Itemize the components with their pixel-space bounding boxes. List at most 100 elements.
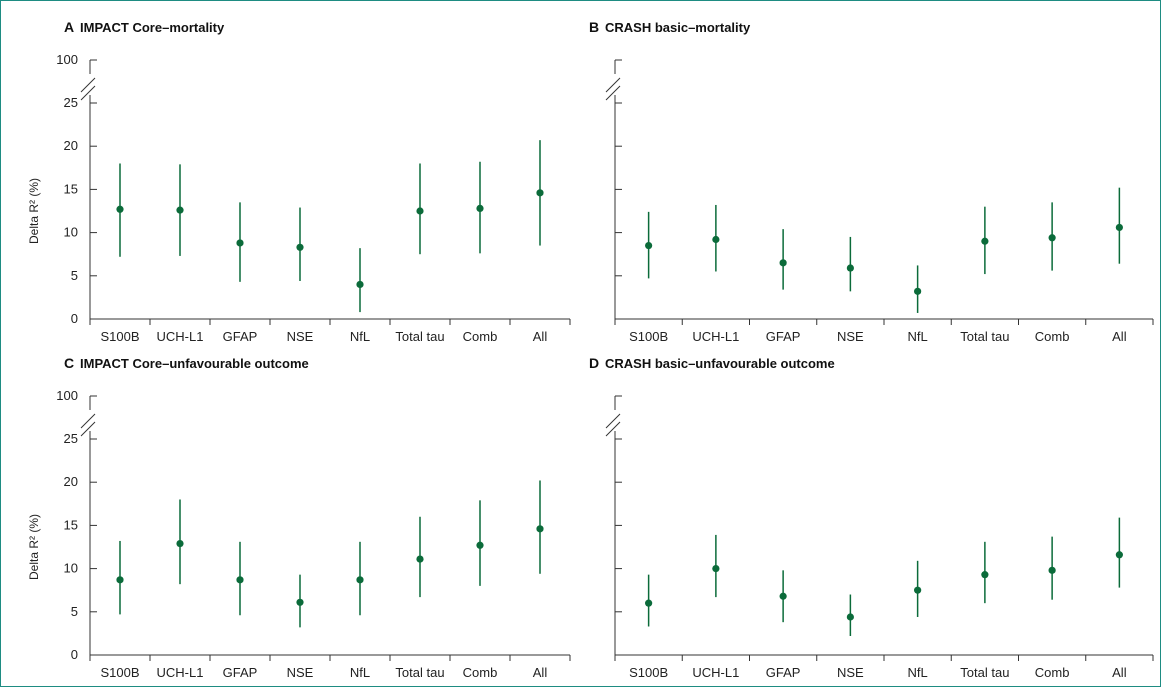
data-point — [356, 280, 364, 289]
data-point — [296, 243, 304, 251]
x-tick-label: UCH-L1 — [692, 329, 739, 344]
x-tick-label: UCH-L1 — [157, 329, 204, 344]
data-point — [416, 555, 424, 563]
y-tick-label: 20 — [64, 138, 78, 153]
axis-break-mark — [605, 77, 621, 93]
data-point — [981, 571, 989, 579]
data-point — [846, 264, 854, 272]
x-tick-label: All — [533, 665, 548, 680]
data-point — [846, 613, 854, 621]
data-point — [236, 239, 244, 247]
x-tick-label: Total tau — [960, 329, 1009, 344]
x-tick-label: NfL — [908, 329, 928, 344]
axis-break-mark — [80, 421, 96, 437]
panel-title: IMPACT Core–unfavourable outcome — [80, 356, 309, 371]
panel-c: C IMPACT Core–unfavourable outcome 0 5 10 15 2… — [27, 355, 571, 680]
y-axis-label: Delta R² (%) — [27, 178, 41, 244]
x-tick-label: NSE — [837, 665, 864, 680]
panel-b: B CRASH basic–mortality S100B UCH-L1 GFAP NSE… — [589, 19, 1154, 344]
panel-letter: D — [589, 355, 599, 371]
data-point — [779, 592, 787, 600]
x-tick-label: GFAP — [223, 329, 258, 344]
x-tick-label: Comb — [1035, 329, 1070, 344]
data-point — [416, 207, 424, 215]
y-tick-label: 10 — [64, 225, 78, 240]
y-tick-label: 5 — [71, 268, 78, 283]
data-point — [536, 525, 544, 533]
x-tick-label: UCH-L1 — [157, 665, 204, 680]
panel-letter: C — [64, 355, 74, 371]
x-tick-label: Total tau — [960, 665, 1009, 680]
x-tick-label: S100B — [100, 329, 139, 344]
x-tick-label: S100B — [629, 329, 668, 344]
panel-letter: A — [64, 19, 74, 35]
data-point — [981, 237, 989, 245]
x-tick-label: GFAP — [223, 665, 258, 680]
axis-break-mark — [605, 421, 621, 437]
y-tick-label: 15 — [64, 181, 78, 196]
x-tick-label: NfL — [350, 665, 370, 680]
data-point — [116, 576, 124, 584]
data-point — [914, 586, 922, 594]
y-tick-label: 5 — [71, 604, 78, 619]
x-tick-label: Total tau — [395, 665, 444, 680]
x-tick-label: All — [1112, 329, 1127, 344]
data-point — [712, 235, 720, 244]
y-tick-label: 20 — [64, 474, 78, 489]
data-point — [1115, 551, 1123, 559]
axis-break-mark — [80, 413, 96, 429]
y-tick-label: 25 — [64, 95, 78, 110]
x-tick-label: NSE — [287, 665, 314, 680]
x-tick-label: Comb — [463, 329, 498, 344]
panel-d: D CRASH basic–unfavourable outcome S100B UC… — [589, 355, 1154, 680]
y-tick-label: 0 — [71, 311, 78, 326]
x-tick-label: Total tau — [395, 329, 444, 344]
y-tick-label: 0 — [71, 647, 78, 662]
x-tick-label: GFAP — [766, 665, 801, 680]
x-tick-label: All — [533, 329, 548, 344]
data-point — [914, 287, 922, 295]
x-tick-label: NSE — [287, 329, 314, 344]
data-point — [356, 576, 364, 584]
y-tick-label: 100 — [56, 388, 78, 403]
axis-break-mark — [605, 85, 621, 101]
panel-title: CRASH basic–mortality — [605, 20, 751, 35]
data-point — [712, 565, 720, 573]
y-tick-label: 10 — [64, 561, 78, 576]
data-point — [176, 206, 184, 214]
x-tick-label: Comb — [463, 665, 498, 680]
data-point — [476, 204, 484, 213]
axis-break-mark — [80, 85, 96, 101]
data-point — [645, 241, 653, 250]
data-point — [236, 576, 244, 584]
y-axis-label: Delta R² (%) — [27, 514, 41, 580]
x-tick-label: NSE — [837, 329, 864, 344]
data-point — [296, 598, 304, 606]
panel-title: IMPACT Core–mortality — [80, 20, 225, 35]
panel-letter: B — [589, 19, 599, 35]
x-tick-label: UCH-L1 — [692, 665, 739, 680]
data-point — [1115, 223, 1123, 232]
axis-break-mark — [80, 77, 96, 93]
x-tick-label: NfL — [350, 329, 370, 344]
x-tick-label: NfL — [908, 665, 928, 680]
x-tick-label: Comb — [1035, 665, 1070, 680]
y-tick-label: 100 — [56, 52, 78, 67]
data-point — [645, 599, 653, 607]
axis-break-mark — [605, 413, 621, 429]
x-tick-label: S100B — [629, 665, 668, 680]
data-point — [116, 205, 124, 213]
data-point — [176, 539, 184, 548]
x-tick-label: GFAP — [766, 329, 801, 344]
data-point — [536, 189, 544, 197]
y-tick-label: 25 — [64, 431, 78, 446]
y-tick-label: 15 — [64, 517, 78, 532]
data-point — [1048, 566, 1056, 574]
data-point — [779, 259, 787, 267]
x-tick-label: All — [1112, 665, 1127, 680]
x-tick-label: S100B — [100, 665, 139, 680]
data-point — [476, 541, 484, 549]
data-point — [1048, 234, 1056, 242]
